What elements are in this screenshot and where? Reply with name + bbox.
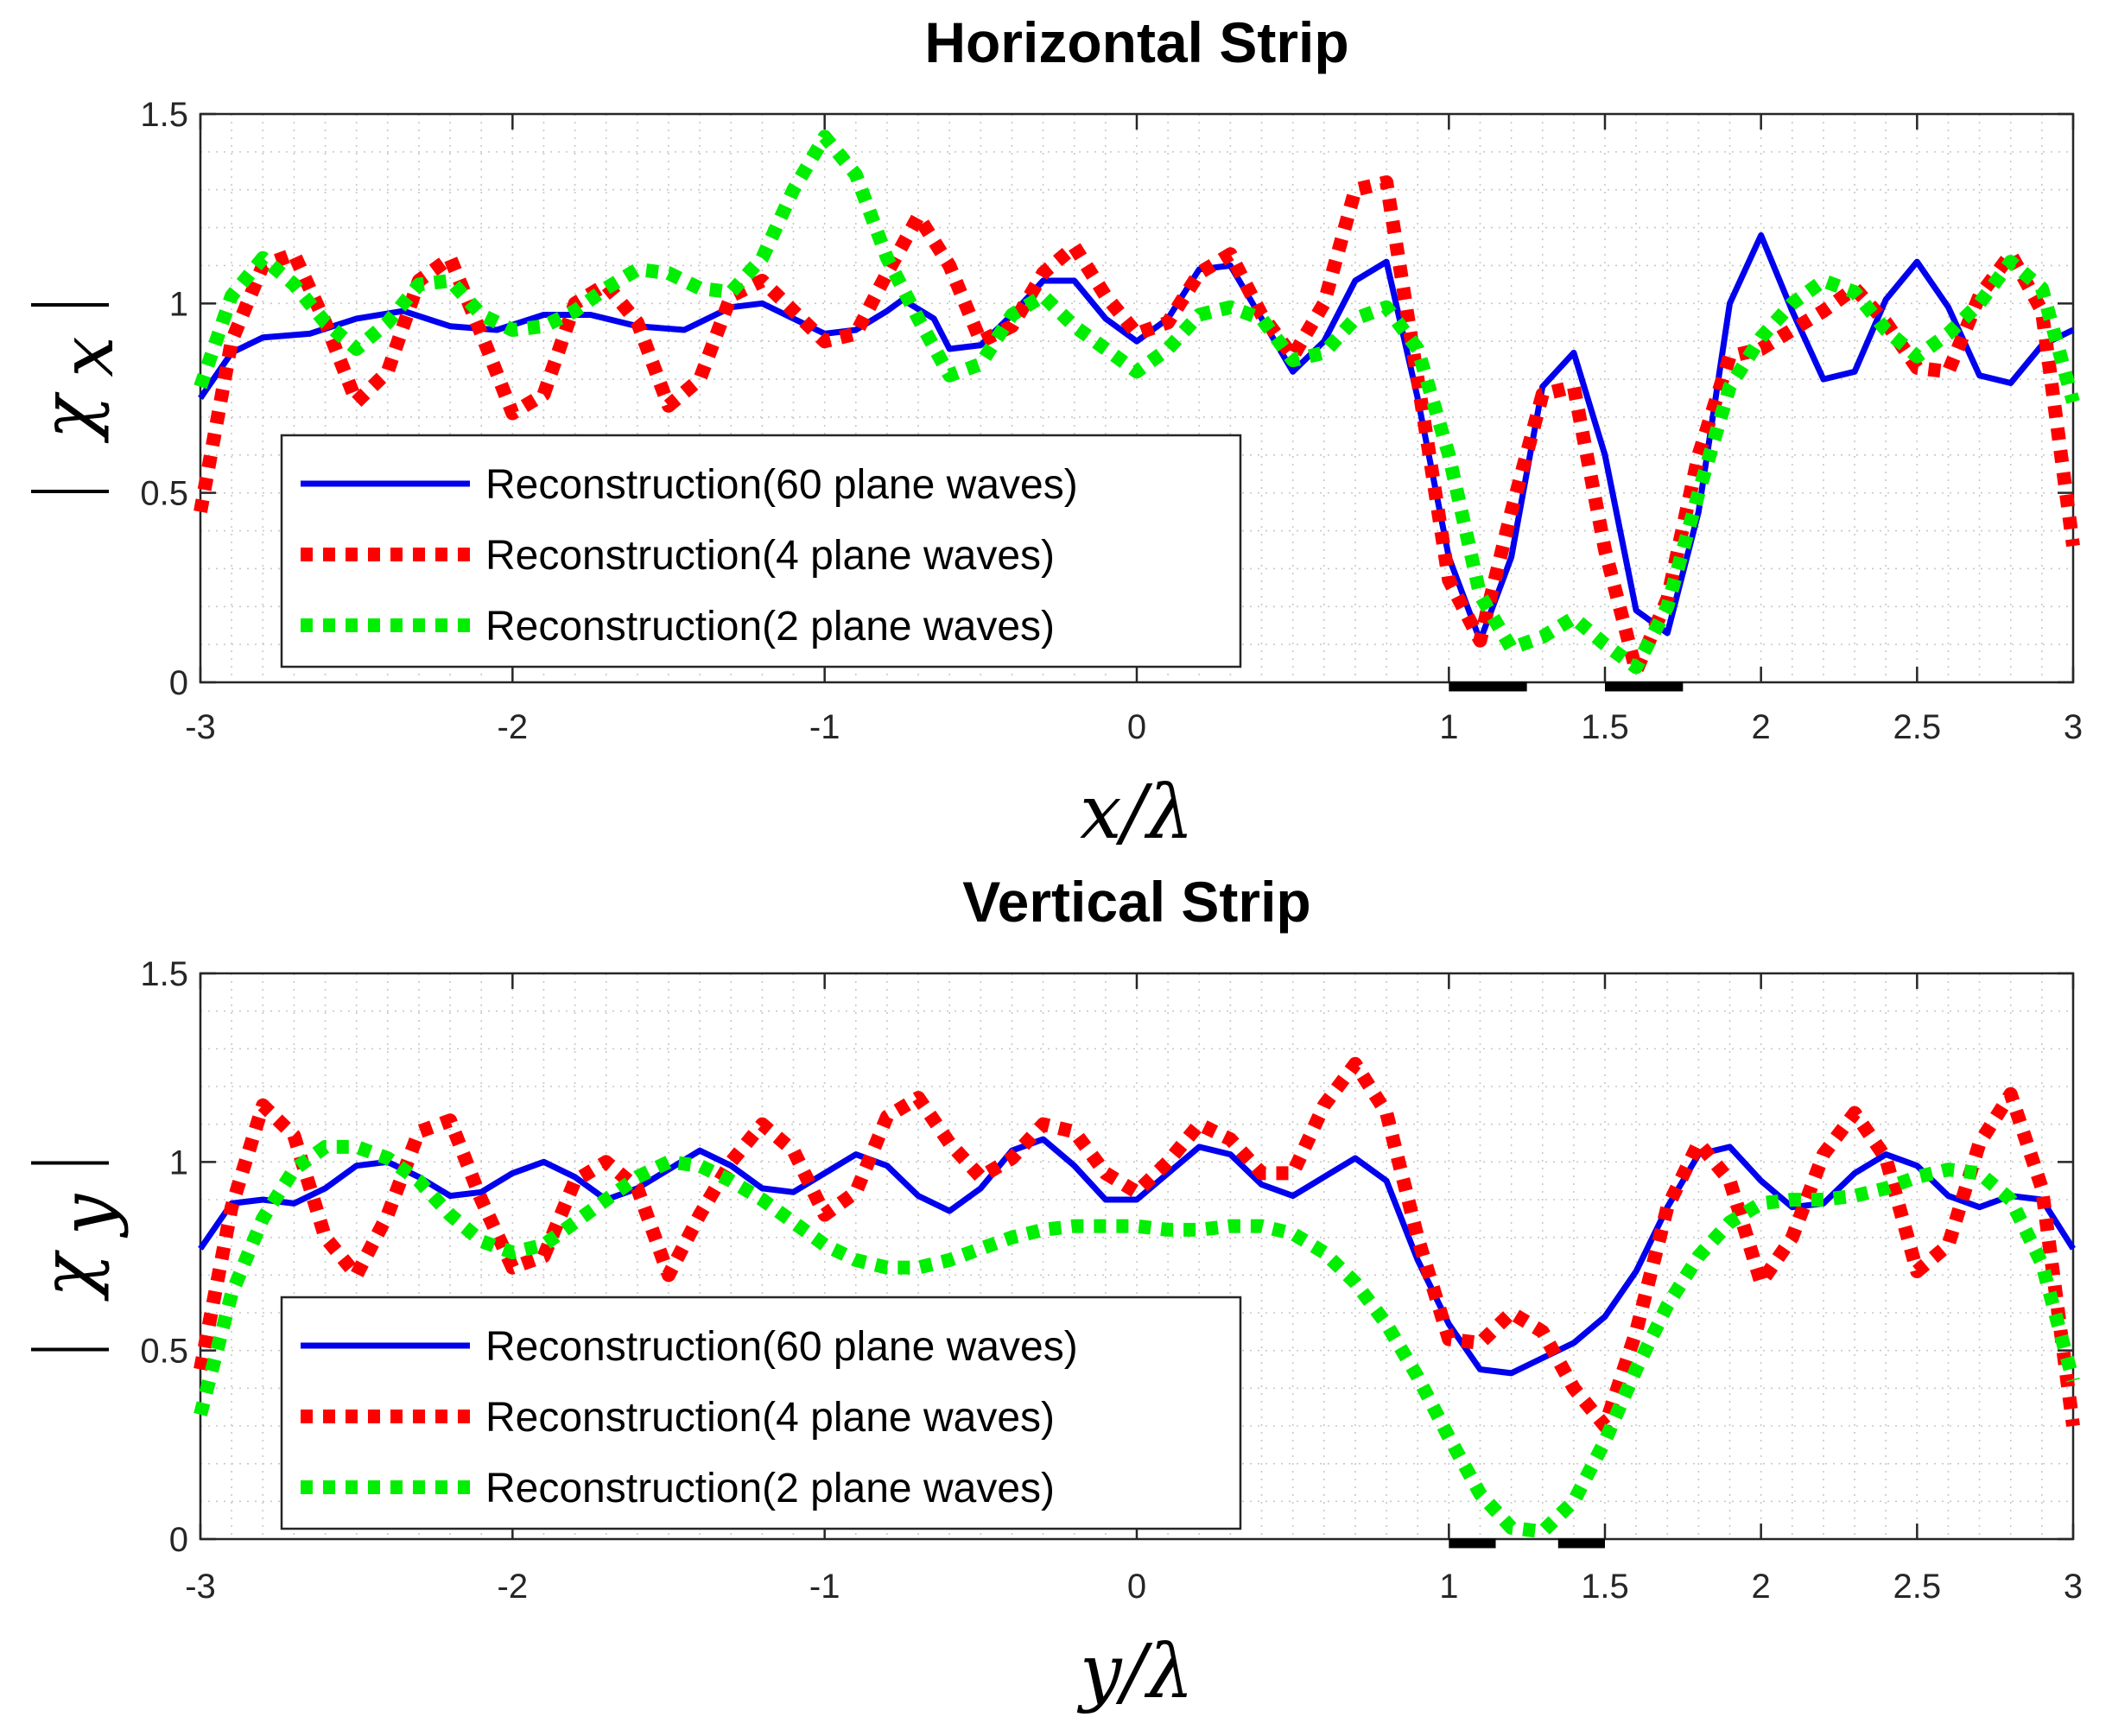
legend-label-1: Reconstruction(60 plane waves) bbox=[485, 1324, 1078, 1370]
legend: Reconstruction(60 plane waves) Reconstruc… bbox=[280, 434, 1242, 668]
y-axis-label: χx bbox=[26, 303, 130, 493]
x-tick-label: 1.5 bbox=[1581, 1568, 1629, 1606]
x-tick-label: 2.5 bbox=[1893, 708, 1942, 746]
legend: Reconstruction(60 plane waves) Reconstruc… bbox=[280, 1296, 1242, 1530]
y-tick-label: 0.5 bbox=[140, 475, 188, 513]
y-tick-label: 1.5 bbox=[140, 955, 188, 993]
legend-label-2: Reconstruction(4 plane waves) bbox=[485, 1395, 1055, 1441]
x-tick-label: 2.5 bbox=[1893, 1568, 1942, 1606]
panel-1: -3 -2 -1 0 1 1.5 2 2.5 3 0 0.5 1 1.5 Reconstruction(6… bbox=[26, 10, 2083, 856]
series-line-1 bbox=[198, 231, 2075, 644]
x-tick-label: 0 bbox=[1127, 1568, 1146, 1606]
x-tick-label: -3 bbox=[185, 708, 216, 746]
x-tick-label: -2 bbox=[498, 1568, 529, 1606]
x-tick-label: 2 bbox=[1752, 1568, 1771, 1606]
x-tick-label: -1 bbox=[809, 1568, 840, 1606]
y-label-subscript: x bbox=[45, 336, 130, 377]
x-tick-label: -1 bbox=[809, 708, 840, 746]
panel-2: -3 -2 -1 0 1 1.5 2 2.5 3 0 0.5 1 1.5 Reconstruction(6… bbox=[26, 870, 2083, 1715]
y-axis-label: χy bbox=[26, 1161, 130, 1352]
x-axis-label: y/λ bbox=[1076, 1629, 1194, 1715]
x-tick-label: 2 bbox=[1752, 708, 1771, 746]
legend-label-3: Reconstruction(2 plane waves) bbox=[485, 1466, 1055, 1511]
x-tick-label: -3 bbox=[185, 1568, 216, 1606]
y-tick-label: 0 bbox=[169, 664, 188, 702]
chart-title: Horizontal Strip bbox=[924, 10, 1348, 74]
y-label-symbol: χ bbox=[26, 1249, 111, 1302]
chart-title: Vertical Strip bbox=[962, 870, 1311, 934]
y-tick-label: 0 bbox=[169, 1521, 188, 1559]
x-tick-label: 1.5 bbox=[1581, 708, 1629, 746]
series-line-3 bbox=[193, 1139, 2080, 1539]
y-tick-label: 1 bbox=[169, 285, 188, 323]
legend-label-2: Reconstruction(4 plane waves) bbox=[485, 533, 1055, 579]
x-tick-label: 0 bbox=[1127, 708, 1146, 746]
series-line-1 bbox=[198, 1136, 2076, 1377]
series-line-2 bbox=[193, 1056, 2080, 1433]
legend-label-3: Reconstruction(2 plane waves) bbox=[485, 604, 1055, 649]
y-tick-label: 0.5 bbox=[140, 1333, 188, 1371]
series-line-2 bbox=[193, 175, 2080, 678]
x-axis-label: x/λ bbox=[1080, 770, 1194, 856]
y-label-symbol: χ bbox=[26, 390, 111, 443]
x-tick-label: 1 bbox=[1439, 1568, 1458, 1606]
series-line-3 bbox=[193, 130, 2080, 675]
legend-label-1: Reconstruction(60 plane waves) bbox=[485, 462, 1078, 508]
y-label-subscript: y bbox=[45, 1193, 130, 1239]
x-tick-label: 3 bbox=[2064, 708, 2083, 746]
y-tick-label: 1.5 bbox=[140, 96, 188, 134]
y-tick-label: 1 bbox=[169, 1144, 188, 1182]
x-tick-label: 1 bbox=[1439, 708, 1458, 746]
x-tick-label: 3 bbox=[2064, 1568, 2083, 1606]
x-tick-label: -2 bbox=[498, 708, 529, 746]
